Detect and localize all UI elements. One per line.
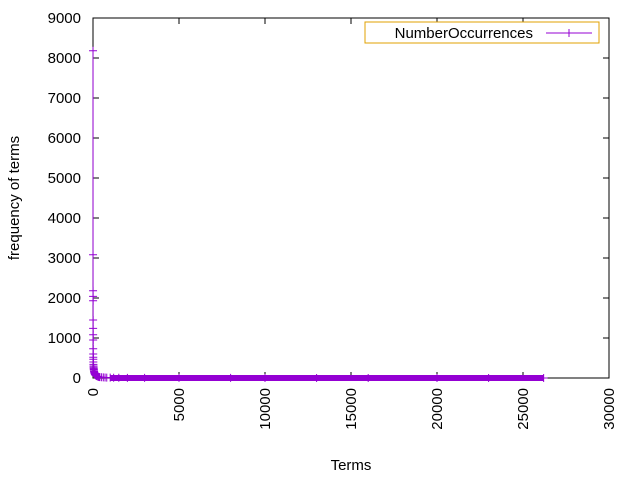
legend: NumberOccurrences [364,21,600,44]
data-point [89,316,98,324]
y-tick-label: 9000 [48,10,81,27]
data-point [89,296,98,305]
y-tick-label: 4000 [48,210,81,227]
y-tick-label: 3000 [48,250,81,267]
y-tick-label: 8000 [48,50,81,67]
x-tick-label: 0 [85,388,102,396]
y-tick-label: 7000 [48,90,81,107]
axes: 0 1000 2000 3000 4000 5000 6000 7000 8000 9000 0 50… [48,10,618,430]
data-point [89,336,98,344]
y-tick-label: 2000 [48,290,81,307]
x-tick-label: 30000 [601,388,618,430]
data-point-band [110,375,544,381]
legend-box [364,21,600,44]
x-tick-label: 25000 [515,388,532,430]
legend-marker [565,29,573,37]
y-tick-label: 6000 [48,130,81,147]
x-tick-label: 15000 [343,388,360,430]
legend-label: NumberOccurrences [395,25,533,42]
y-tick-label: 0 [73,370,81,387]
y-tick-label: 5000 [48,170,81,187]
series-line [92,50,544,379]
x-tick-label: 10000 [257,388,274,430]
x-tick-label: 20000 [429,388,446,430]
data-point [89,250,98,259]
plot-area [89,46,548,382]
x-axis-title: Terms [331,457,372,474]
y-axis-title: frequency of terms [6,136,23,260]
x-tick-label: 5000 [171,388,188,421]
data-point [89,46,98,55]
y-tick-label: 1000 [48,330,81,347]
plot-frame [92,17,610,379]
